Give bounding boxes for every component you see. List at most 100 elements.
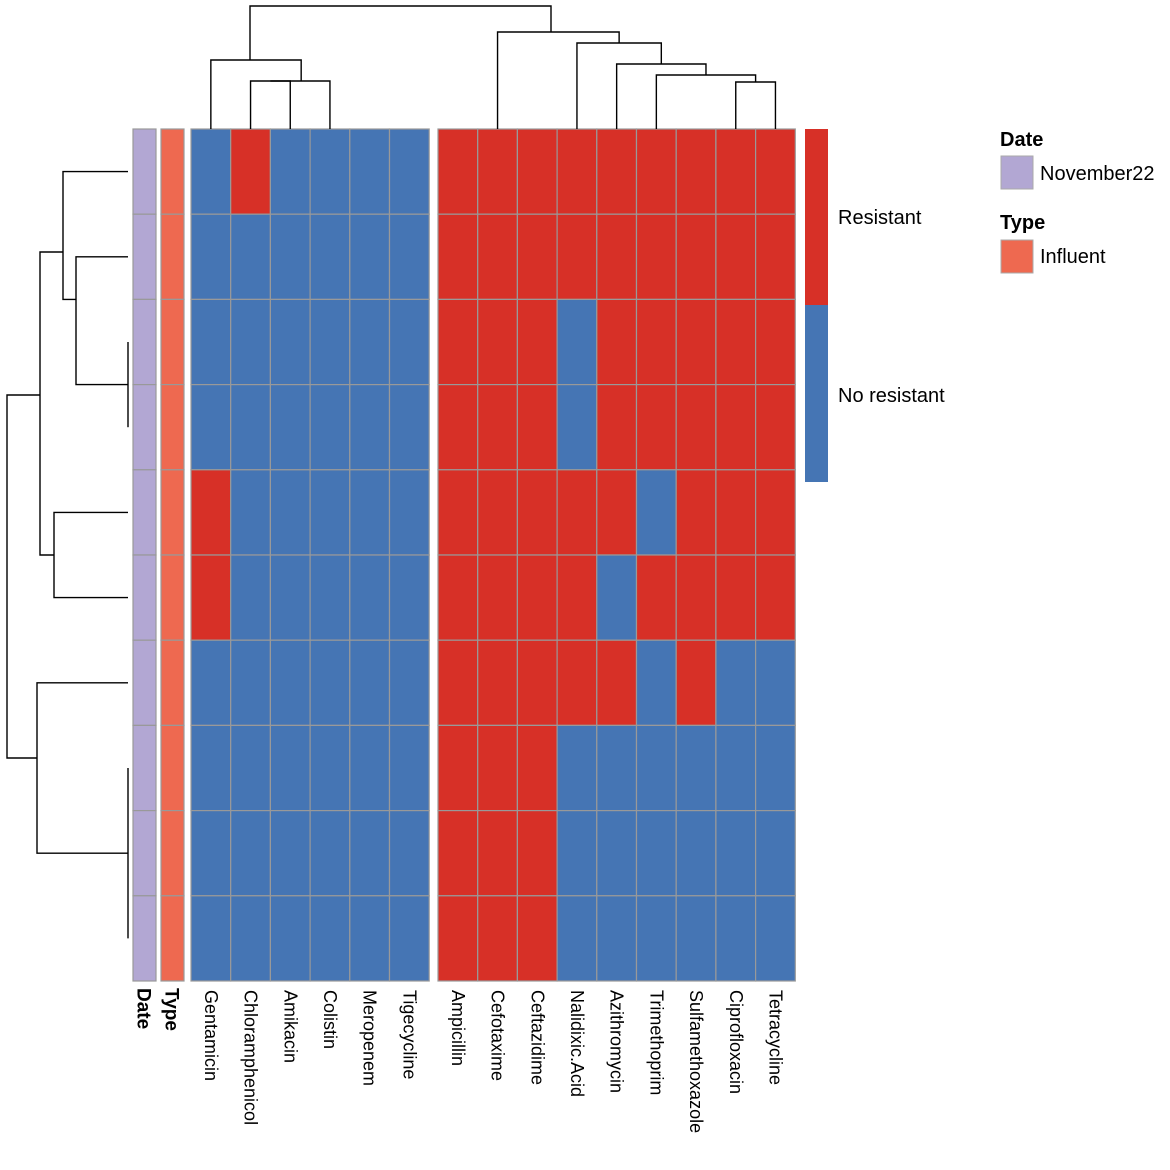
heatmap-cell [516, 639, 558, 727]
annotation-cell [132, 554, 157, 641]
heatmap-cell [437, 809, 479, 897]
dendrogram-link [496, 31, 620, 129]
heatmap-cell [596, 298, 638, 386]
heatmap-cell [349, 298, 391, 386]
heatmap-cell [309, 639, 351, 727]
legend-no-resistant-swatch [805, 305, 828, 482]
annotation-cell [132, 128, 157, 215]
heatmap-cell [388, 384, 430, 471]
heatmap-cell [388, 469, 430, 556]
heatmap-cell [635, 213, 677, 300]
heatmap-cell [754, 213, 796, 300]
heatmap-cell [230, 298, 271, 386]
heatmap-cell [190, 895, 232, 982]
column-label: Cefotaxime [488, 990, 508, 1081]
heatmap-cell [715, 384, 757, 471]
heatmap-cell [516, 213, 558, 300]
heatmap-cell [437, 469, 479, 556]
annotation-cell [160, 724, 185, 812]
dendrogram-link [615, 63, 707, 129]
legend-title: Type [1000, 212, 1045, 234]
heatmap-cell [269, 128, 311, 215]
dendrogram-link [53, 511, 128, 599]
heatmap-cell [516, 469, 558, 556]
legend-item-label: November22 [1040, 163, 1155, 185]
dendrogram-link [270, 80, 331, 129]
heatmap-cell [754, 724, 796, 812]
heatmap-cell [309, 298, 351, 386]
annotation-cell [160, 554, 185, 641]
heatmap-cell [635, 554, 677, 641]
heatmap-cell [635, 724, 677, 812]
heatmap-cell [715, 128, 757, 215]
heatmap-cell [596, 554, 638, 641]
annotation-cell [160, 128, 185, 215]
dendrogram-root [249, 5, 552, 60]
heatmap-cell [230, 469, 271, 556]
column-label: Trimethoprim [646, 990, 666, 1095]
legend-swatch [1000, 239, 1034, 274]
column-label: Ceftazidime [527, 990, 547, 1085]
dendrogram-link [62, 170, 128, 301]
heatmap-cell [269, 213, 311, 300]
heatmap-cell [388, 213, 430, 300]
heatmap-cell [596, 128, 638, 215]
heatmap-cell [230, 213, 271, 300]
heatmap-cell [635, 298, 677, 386]
heatmap-cell [190, 128, 232, 215]
heatmap-cell [230, 809, 271, 897]
heatmap-cell [190, 639, 232, 727]
heatmap-cell [715, 895, 757, 982]
column-label: Chloramphenicol [241, 990, 261, 1125]
heatmap-cell [230, 639, 271, 727]
heatmap-cell [269, 298, 311, 386]
heatmap-cell [754, 639, 796, 727]
dendrogram-link [249, 80, 291, 129]
heatmap-cell [388, 639, 430, 727]
heatmap-cell [675, 554, 717, 641]
column-label: Tigecycline [399, 990, 419, 1079]
column-label: Sulfamethoxazole [686, 990, 706, 1133]
heatmap-cell [477, 469, 519, 556]
dendrogram-link [655, 74, 757, 129]
heatmap-cell [675, 724, 717, 812]
annotation-cell [160, 469, 185, 556]
heatmap-cell [190, 469, 232, 556]
heatmap-cell [190, 809, 232, 897]
annotation-cell [160, 809, 185, 897]
column-label: Amikacin [280, 990, 300, 1063]
heatmap-cell [635, 384, 677, 471]
heatmap-cell [516, 809, 558, 897]
heatmap-cell [596, 639, 638, 727]
column-label: Gentamicin [201, 990, 221, 1081]
annotation-cell [132, 384, 157, 471]
heatmap-cell [269, 895, 311, 982]
heatmap-cell [516, 554, 558, 641]
heatmap-cell [477, 809, 519, 897]
heatmap-left-block [190, 128, 430, 982]
dendrogram-link [39, 251, 63, 556]
heatmap-cell [349, 469, 391, 556]
heatmap-cell [349, 809, 391, 897]
heatmap-cell [388, 128, 430, 215]
column-label: Meropenem [360, 990, 380, 1086]
heatmap-cell [715, 809, 757, 897]
heatmap-cell [754, 895, 796, 982]
heatmap-cell [715, 213, 757, 300]
heatmap-cell [437, 213, 479, 300]
annotation-cell [160, 298, 185, 386]
annotation-cell [132, 639, 157, 727]
heatmap-cell [675, 469, 717, 556]
heatmap-cell [349, 724, 391, 812]
heatmap-cell [230, 724, 271, 812]
heatmap-cell [309, 724, 351, 812]
heatmap-cell [556, 554, 598, 641]
heatmap-cell [477, 724, 519, 812]
legend-item-label: Influent [1040, 246, 1106, 268]
column-label: Nalidixic.Acid [567, 990, 587, 1097]
dendrogram-link [735, 81, 777, 129]
heatmap-cell [388, 298, 430, 386]
heatmap-cell [715, 554, 757, 641]
heatmap-cell [388, 895, 430, 982]
